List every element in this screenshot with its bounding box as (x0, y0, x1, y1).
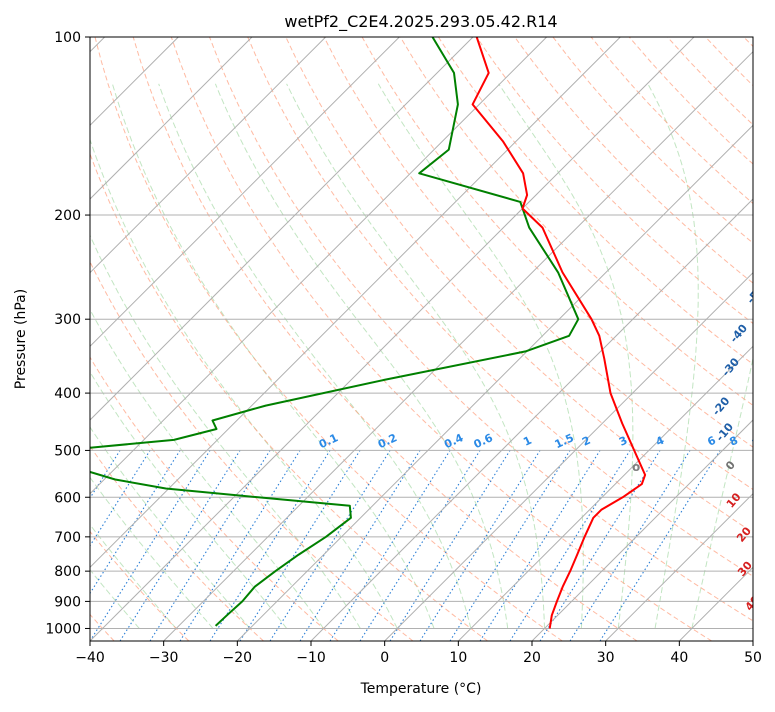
x-axis-label: Temperature (°C) (360, 681, 482, 697)
y-tick-label: 600 (54, 490, 81, 506)
x-tick-label: −10 (296, 650, 326, 666)
x-tick-label: −30 (149, 650, 179, 666)
x-tick-label: 30 (597, 650, 615, 666)
x-tick-label: 50 (744, 650, 762, 666)
y-tick-label: 800 (54, 564, 81, 580)
y-tick-label: 1000 (45, 621, 81, 637)
y-tick-label: 100 (54, 30, 81, 46)
x-tick-label: 40 (670, 650, 688, 666)
y-tick-label: 400 (54, 386, 81, 402)
chart-title: wetPf2_C2E4.2025.293.05.42.R14 (284, 12, 557, 32)
x-tick-label: 0 (380, 650, 389, 666)
lcl-marker: o (632, 460, 640, 474)
y-tick-label: 700 (54, 530, 81, 546)
y-tick-label: 200 (54, 208, 81, 224)
x-tick-label: −20 (223, 650, 253, 666)
y-tick-label: 300 (54, 312, 81, 328)
x-tick-label: 20 (523, 650, 541, 666)
y-tick-label: 900 (54, 594, 81, 610)
y-tick-label: 500 (54, 443, 81, 459)
x-tick-label: 10 (449, 650, 467, 666)
x-tick-label: −40 (75, 650, 105, 666)
y-axis-label: Pressure (hPa) (13, 289, 29, 389)
